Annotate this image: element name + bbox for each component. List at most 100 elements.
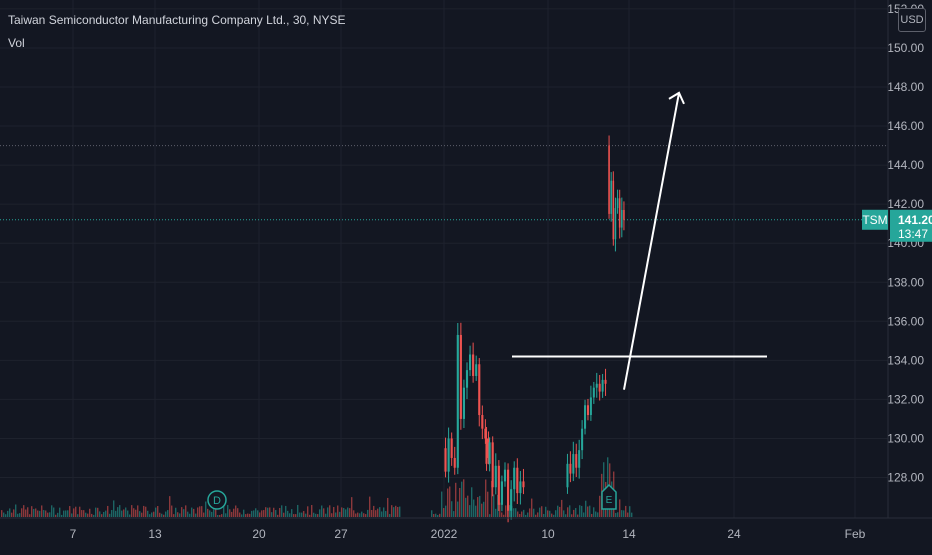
- volume-bar: [65, 510, 67, 517]
- volume-bar: [315, 513, 317, 517]
- candle-body: [569, 463, 572, 474]
- grid: [0, 0, 888, 518]
- volume-bar: [629, 506, 631, 517]
- volume-bar: [283, 512, 285, 517]
- volume-bar: [457, 501, 459, 517]
- volume-bar: [581, 505, 583, 517]
- volume-bar: [181, 507, 183, 517]
- volume-bar: [53, 507, 55, 517]
- last-price-value: 141.20: [898, 213, 932, 227]
- volume-bar: [45, 510, 47, 517]
- volume-bar: [329, 505, 331, 517]
- volume-bar: [245, 514, 247, 517]
- volume-bar: [25, 509, 27, 517]
- candle-body: [616, 198, 619, 209]
- volume-bar: [209, 510, 211, 517]
- volume-bar: [631, 512, 633, 517]
- candle-body: [612, 180, 615, 240]
- candle-body: [444, 448, 447, 472]
- volume-bar: [361, 511, 363, 517]
- volume-bar: [391, 505, 393, 517]
- volume-bar: [259, 512, 261, 517]
- candle-body: [485, 438, 488, 464]
- volume-bar: [189, 513, 191, 517]
- volume-bar: [271, 512, 273, 517]
- volume-bar: [501, 512, 503, 517]
- candle-body: [608, 145, 610, 214]
- drawings[interactable]: [512, 91, 767, 390]
- volume-bar: [377, 508, 379, 517]
- volume-bar: [141, 512, 143, 517]
- time-tick-label: Feb: [845, 527, 866, 541]
- chart-title: Taiwan Semiconductor Manufacturing Compa…: [8, 13, 346, 27]
- volume-bar: [291, 509, 293, 517]
- volume-bar: [67, 510, 69, 517]
- trend-arrow-drawing[interactable]: [623, 92, 680, 390]
- currency-badge[interactable]: USD: [898, 8, 926, 32]
- volume-bar: [129, 514, 131, 517]
- volume-bar: [71, 513, 73, 517]
- volume-bar: [179, 513, 181, 517]
- volume-bar: [21, 508, 23, 517]
- volume-bar: [213, 509, 215, 517]
- volume-bar: [75, 506, 77, 517]
- volume-bar: [615, 512, 617, 517]
- volume-bar: [561, 499, 563, 517]
- volume-bar: [3, 512, 5, 517]
- candle-body: [566, 463, 569, 488]
- price-tick-label: 136.00: [887, 314, 924, 328]
- candle-body: [468, 354, 472, 371]
- volume-bar: [99, 511, 101, 517]
- volume-bar: [279, 507, 281, 517]
- volume-bar: [221, 514, 223, 517]
- volume-bar: [443, 508, 445, 517]
- volume-bar: [95, 507, 97, 517]
- volume-bar: [229, 509, 231, 517]
- volume-bar: [105, 510, 107, 517]
- volume-bar: [529, 508, 531, 517]
- volume-bar: [49, 512, 51, 517]
- candle-body: [614, 208, 617, 240]
- volume-bar: [85, 512, 87, 517]
- candle-body: [610, 180, 612, 214]
- candle-body: [592, 387, 595, 398]
- volume-bar: [485, 479, 487, 517]
- volume-bar: [175, 507, 177, 517]
- volume-bar: [453, 511, 455, 517]
- earnings-marker[interactable]: [601, 483, 617, 510]
- volume-bar: [387, 497, 389, 517]
- volume-bar: [285, 505, 287, 517]
- volume-bar: [395, 505, 397, 517]
- price-tick-label: 132.00: [887, 392, 924, 406]
- volume-bar: [431, 510, 433, 517]
- bar-countdown: 13:47: [898, 227, 928, 241]
- volume-bar: [383, 507, 385, 517]
- volume-bar: [621, 510, 623, 517]
- volume-bar: [127, 510, 129, 517]
- candle-body: [472, 354, 475, 376]
- volume-bar: [275, 510, 277, 517]
- volume-bar: [367, 509, 369, 517]
- volume-bar: [341, 507, 343, 517]
- volume-bar: [465, 497, 467, 517]
- volume-bar: [109, 513, 111, 517]
- volume-bar: [515, 508, 517, 517]
- volume-bar: [157, 505, 159, 517]
- candle-body: [497, 465, 500, 505]
- volume-indicator-label[interactable]: Vol: [8, 36, 25, 50]
- volume-bar: [577, 514, 579, 517]
- volume-bar: [289, 513, 291, 517]
- volume-bar: [165, 511, 167, 517]
- candle-body: [447, 438, 450, 472]
- volume-bar: [5, 514, 7, 517]
- volume-bar: [91, 513, 93, 517]
- axes: 152.00150.00148.00146.00144.00142.00140.…: [0, 0, 932, 541]
- dividend-marker[interactable]: [207, 490, 227, 510]
- time-tick-label: 27: [334, 527, 348, 541]
- volume-bar: [589, 505, 591, 517]
- volume-bar: [381, 511, 383, 517]
- volume-bar: [527, 512, 529, 517]
